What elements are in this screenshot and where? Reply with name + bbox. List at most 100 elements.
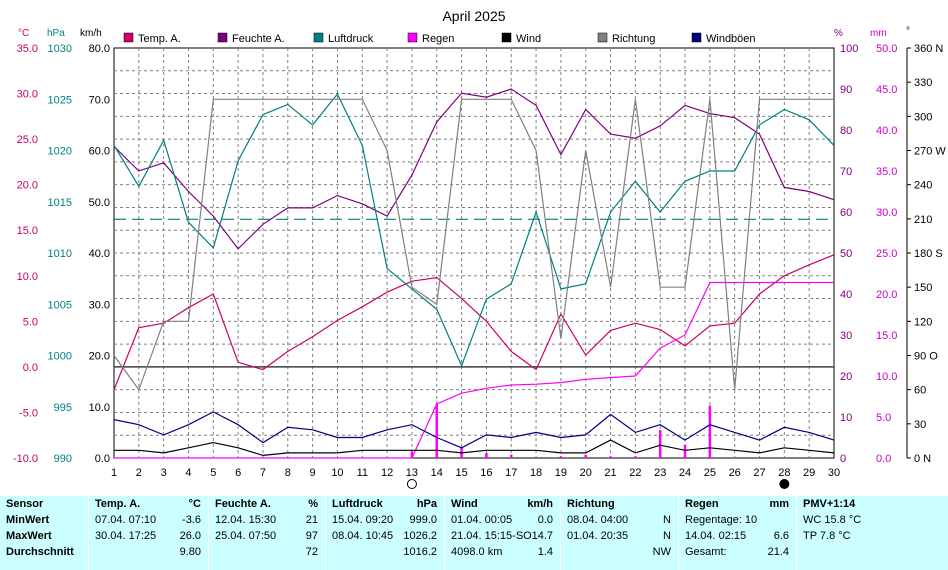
summary-min-time: 12.04. 15:30 [215, 514, 277, 526]
summary-max-time: 08.04. 10:45 [332, 530, 394, 542]
temp-tick-label: 30.0 [17, 89, 38, 101]
x-tick-label: 13 [406, 467, 418, 479]
summary-section-title: Regen [685, 498, 719, 510]
x-tick-label: 21 [604, 467, 616, 479]
series-line-regen [114, 281, 834, 459]
summary-max-value: 14.7 [531, 530, 553, 542]
wind-tick-label: 50.0 [89, 197, 110, 209]
chart-title: April 2025 [442, 8, 505, 24]
legend-label: Luftdruck [328, 33, 374, 45]
pressure-tick-label: 1025 [48, 94, 72, 106]
legend-label: Richtung [612, 33, 655, 45]
rain-tick-label: 15.0 [876, 330, 897, 342]
series-line-richtung [113, 98, 834, 391]
summary-row-label: Durchschnitt [6, 546, 74, 558]
legend-swatch [217, 32, 228, 43]
temp-tick-label: 15.0 [17, 225, 38, 237]
series-line-windb-en [113, 411, 835, 449]
summary-section: Feuchte A.% 12.04. 15:30 21 25.04. 07:50 97 7… [208, 496, 326, 570]
summary-min-value: 0.0 [537, 514, 553, 526]
rain-tick-label: 5.0 [876, 412, 891, 424]
x-tick-label: 14 [431, 467, 443, 479]
x-tick-label: 20 [580, 467, 592, 479]
summary-section: Regen mm Regentage: 10 14.04. 02:15 6.6 Gesam… [678, 496, 797, 570]
temp-tick-label: 0.0 [23, 362, 38, 374]
wind-tick-label: 30.0 [89, 299, 110, 311]
legend-swatch [313, 32, 324, 43]
temp-tick-label: -10.0 [13, 453, 38, 465]
humidity-tick-label: 60 [840, 207, 852, 219]
pressure-tick-label: 1020 [48, 146, 72, 158]
x-tick-label: 18 [530, 467, 542, 479]
summary-section-title: Wind [451, 498, 478, 510]
summary-section: Wind km/h 01.04. 00:05 0.0 21.04. 15:15-SO 14… [444, 496, 561, 570]
x-tick-label: 6 [235, 467, 241, 479]
pressure-tick-label: 995 [54, 402, 72, 414]
direction-tick-label: 210 [914, 214, 932, 226]
legend-label: Feuchte A. [232, 33, 285, 45]
humidity-tick-label: 40 [840, 289, 852, 301]
direction-tick-label: 180 S [914, 248, 943, 260]
wind-tick-label: 40.0 [89, 248, 110, 260]
series-line-temp-a- [113, 254, 835, 390]
x-tick-label: 26 [729, 467, 741, 479]
summary-max-time: TP 7.8 °C [803, 530, 851, 542]
humidity-unit-label: % [834, 28, 843, 39]
summary-min-value: -3.6 [182, 514, 201, 526]
legend-swatch [691, 32, 702, 43]
summary-section: PMV+1:14 WC 15.8 °C TP 7.8 °C [796, 496, 948, 570]
rain-tick-label: 10.0 [876, 371, 897, 383]
legend-swatch [123, 32, 134, 43]
summary-min-time: 01.04. 00:05 [451, 514, 513, 526]
rain-tick-label: 30.0 [876, 207, 897, 219]
full-moon-icon [406, 479, 417, 489]
x-tick-label: 23 [654, 467, 666, 479]
temp-tick-label: -5.0 [19, 407, 38, 419]
temp-unit-label: °C [18, 28, 29, 39]
x-tick-label: 7 [260, 467, 266, 479]
summary-min-time: 15.04. 09:20 [332, 514, 394, 526]
summary-section: Temp. A. °C 07.04. 07:10 -3.6 30.04. 17:25 26… [88, 496, 209, 570]
wind-tick-label: 60.0 [89, 146, 110, 158]
weather-chart: April 2025°C hPa km/h% mm °35.030.025.020.01… [13, 8, 946, 489]
direction-tick-label: 0 N [914, 453, 931, 465]
summary-avg-extra: 4098.0 km [451, 546, 503, 558]
pressure-tick-label: 1005 [48, 299, 72, 311]
x-tick-label: 27 [753, 467, 765, 479]
humidity-tick-label: 0 [840, 453, 846, 465]
summary-section-title: PMV+1:14 [803, 498, 856, 510]
direction-tick-label: 150 [914, 282, 932, 294]
x-tick-label: 22 [629, 467, 641, 479]
x-tick-label: 12 [381, 467, 393, 479]
x-tick-label: 25 [704, 467, 716, 479]
legend-label: Windböen [706, 33, 756, 45]
direction-tick-label: 120 [914, 316, 932, 328]
humidity-tick-label: 70 [840, 166, 852, 178]
series-line-luftdruck [113, 92, 835, 368]
humidity-tick-label: 100 [840, 43, 858, 55]
summary-min-time: 08.04. 04:00 [567, 514, 629, 526]
summary-section-unit: km/h [527, 498, 553, 510]
x-tick-label: 3 [161, 467, 167, 479]
summary-row-labels: Sensor MinWert MaxWert Durchschnitt [0, 496, 88, 570]
x-tick-label: 1 [111, 467, 117, 479]
series-line-feuchte-a- [113, 88, 835, 250]
legend-swatch [597, 32, 608, 43]
temp-tick-label: 10.0 [17, 271, 38, 283]
wind-unit-label: km/h [80, 28, 102, 39]
summary-section-unit: °C [188, 498, 201, 510]
legend-label: Wind [516, 33, 541, 45]
x-tick-label: 5 [210, 467, 216, 479]
summary-section-unit: mm [769, 498, 789, 510]
summary-row-label: MinWert [6, 514, 50, 526]
summary-section-title: Temp. A. [95, 498, 141, 510]
summary-avg-value: 1016.2 [403, 546, 437, 558]
x-tick-label: 10 [331, 467, 343, 479]
summary-avg-value: 1.4 [537, 546, 553, 558]
summary-max-time: 25.04. 07:50 [215, 530, 277, 542]
summary-section-unit: hPa [416, 498, 437, 510]
direction-tick-label: 60 [914, 385, 926, 397]
wind-tick-label: 20.0 [89, 351, 110, 363]
legend-swatch [407, 32, 418, 43]
direction-tick-label: 300 [914, 111, 932, 123]
